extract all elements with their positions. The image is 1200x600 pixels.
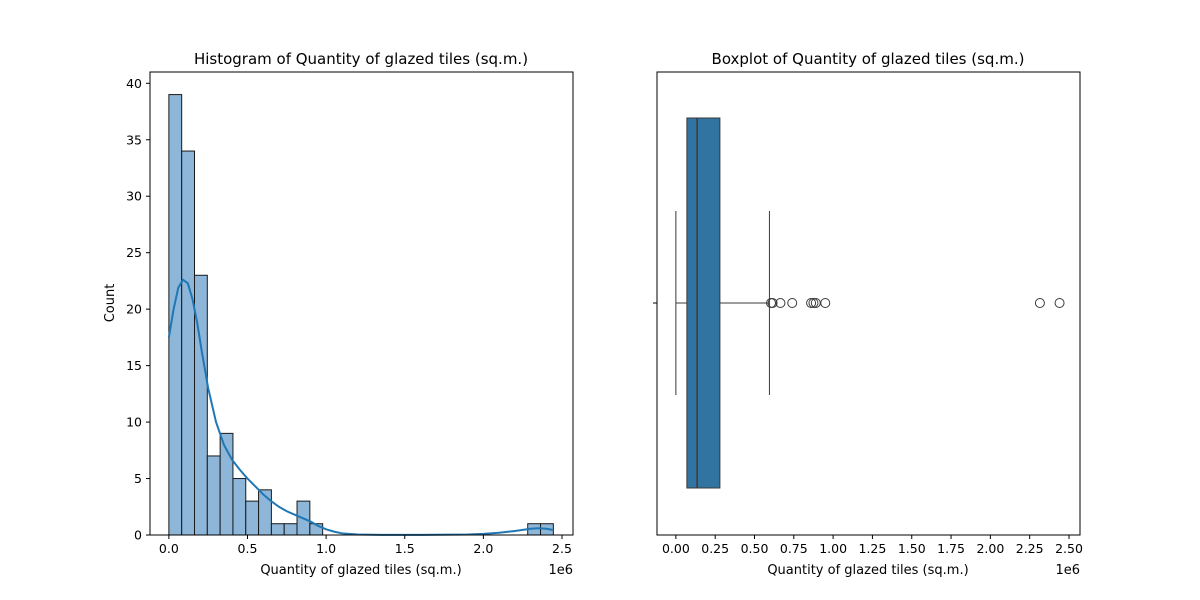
histogram-x-tick-label: 2.0 <box>473 541 493 556</box>
kde-curve <box>167 278 553 536</box>
histogram-x-tick-label: 0.5 <box>238 541 258 556</box>
histogram-x-offset-label: 1e6 <box>548 563 573 578</box>
histogram-y-tick-label: 35 <box>126 132 142 147</box>
histogram-y-tick-label: 10 <box>126 415 142 430</box>
histogram-bars <box>168 94 554 536</box>
boxplot-outlier <box>1054 298 1065 308</box>
boxplot-x-tick-label: 0.25 <box>701 541 729 556</box>
histogram-bar <box>206 455 221 536</box>
boxplot-x-tick-label: 1.25 <box>859 541 887 556</box>
histogram-y-tick-label: 5 <box>134 471 142 486</box>
histogram-bar <box>181 150 196 536</box>
boxplot-x-ticks: 0.00 0.25 0.50 0.75 1.00 1.25 1.50 1.75 2.00 2.25… <box>662 535 1083 556</box>
histogram-y-tick-label: 40 <box>126 76 142 91</box>
histogram-plot-frame <box>149 71 574 536</box>
histogram-y-tick-label: 15 <box>126 358 142 373</box>
boxplot-x-axis-label: Quantity of glazed tiles (sq.m.) <box>767 563 968 578</box>
boxplot-x-tick-label: 0.00 <box>662 541 690 556</box>
histogram-x-tick-label: 1.0 <box>316 541 336 556</box>
boxplot-x-tick-label: 0.75 <box>780 541 808 556</box>
boxplot-outlier <box>1034 298 1045 308</box>
boxplot-x-offset-label: 1e6 <box>1055 563 1080 578</box>
boxplot-x-tick-label: 0.50 <box>741 541 769 556</box>
histogram-y-axis-label: Count <box>103 284 118 323</box>
boxplot-x-tick-label: 2.25 <box>1016 541 1044 556</box>
boxplot-outlier <box>767 298 778 308</box>
histogram-x-ticks: 0.0 0.5 1.0 1.5 2.0 2.5 <box>159 535 572 556</box>
histogram-title: Histogram of Quantity of glazed tiles (s… <box>194 50 528 68</box>
boxplot-panel: Boxplot of Quantity of glazed tiles (sq.… <box>653 50 1083 578</box>
boxplot-outlier <box>820 298 831 308</box>
boxplot-body <box>675 117 1065 489</box>
histogram-y-ticks: 0 5 10 15 20 25 30 35 40 <box>126 76 150 543</box>
histogram-bar <box>245 500 260 536</box>
boxplot-outlier <box>787 298 798 308</box>
histogram-y-tick-label: 25 <box>126 245 142 260</box>
boxplot-outlier <box>775 298 786 308</box>
boxplot-box <box>686 117 721 489</box>
histogram-bar <box>283 523 298 536</box>
histogram-y-tick-label: 0 <box>134 528 142 543</box>
boxplot-x-tick-label: 2.00 <box>976 541 1004 556</box>
histogram-x-tick-label: 0.0 <box>159 541 179 556</box>
boxplot-outlier <box>806 298 817 308</box>
histogram-x-tick-label: 1.5 <box>395 541 415 556</box>
histogram-y-tick-label: 20 <box>126 302 142 317</box>
histogram-panel: Histogram of Quantity of glazed tiles (s… <box>103 50 574 578</box>
boxplot-x-tick-label: 1.50 <box>898 541 926 556</box>
boxplot-x-tick-label: 2.50 <box>1055 541 1083 556</box>
histogram-x-tick-label: 2.5 <box>552 541 572 556</box>
boxplot-title: Boxplot of Quantity of glazed tiles (sq.… <box>712 50 1025 68</box>
histogram-bar <box>168 94 183 536</box>
histogram-bar <box>270 523 285 536</box>
histogram-y-tick-label: 30 <box>126 189 142 204</box>
boxplot-x-tick-label: 1.75 <box>937 541 965 556</box>
histogram-bar <box>232 478 247 536</box>
boxplot-outlier <box>808 298 819 308</box>
histogram-x-axis-label: Quantity of glazed tiles (sq.m.) <box>260 563 461 578</box>
boxplot-x-tick-label: 1.00 <box>819 541 847 556</box>
